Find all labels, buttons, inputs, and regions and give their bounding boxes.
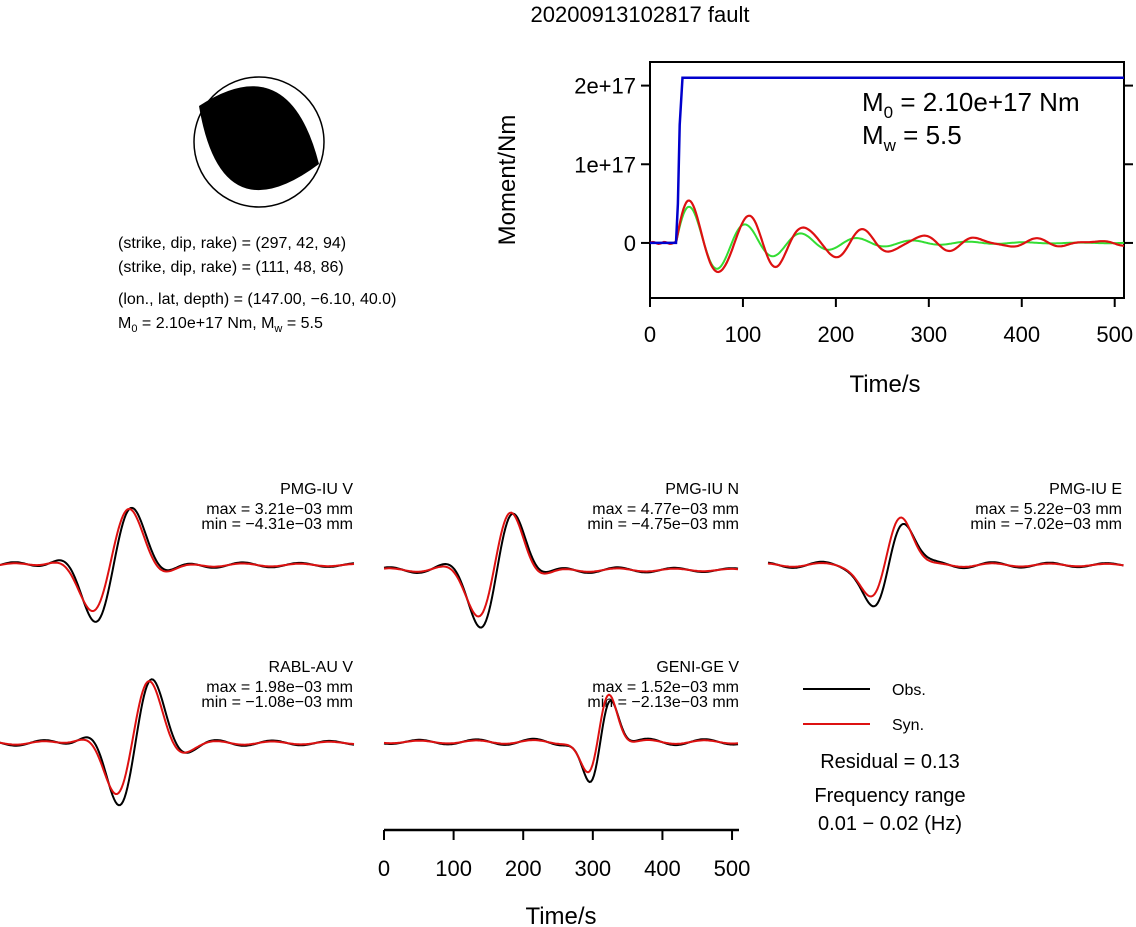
moment-chart-frame xyxy=(649,61,1125,299)
moment-xtick-label-0: 0 xyxy=(644,322,656,347)
moment-line: M0 = 2.10e+17 Nm, Mw = 5.5 xyxy=(118,315,323,335)
station-label: RABL-AU V xyxy=(269,659,354,676)
moment-xtick-label-4: 400 xyxy=(1003,322,1040,347)
moment-rate-green-line xyxy=(650,205,1124,270)
moment-xtick-label-2: 200 xyxy=(818,322,855,347)
mw-annotation: Mw = 5.5 xyxy=(862,120,962,155)
cumulative-moment-line xyxy=(650,76,1124,245)
min-label: min = −4.31e−03 mm xyxy=(201,516,353,533)
frequency-range-title: Frequency range xyxy=(814,785,965,807)
waveform-xtick-label-5: 500 xyxy=(714,856,751,881)
moment-xtick-label-1: 100 xyxy=(725,322,762,347)
moment-xtick-label-5: 500 xyxy=(1096,322,1133,347)
synthetic-trace xyxy=(383,511,739,618)
moment-rate-chart: 0 1e+17 2e+17 0 100 200 300 400 500 Moment/Nm Ti… xyxy=(494,61,1133,398)
station-label: PMG-IU E xyxy=(1049,481,1122,498)
legend: Obs. Syn. Residual = 0.13 Frequency rang… xyxy=(803,682,966,835)
waveform-xtick-label-4: 400 xyxy=(644,856,681,881)
residual-label: Residual = 0.13 xyxy=(820,751,960,773)
waveform-axis-xlabel: Time/s xyxy=(525,903,596,927)
nodal-plane-1: (strike, dip, rake) = (297, 42, 94) xyxy=(118,235,346,252)
min-label: min = −2.13e−03 mm xyxy=(587,694,739,711)
waveform-xtick-label-0: 0 xyxy=(378,856,390,881)
station-label: GENI-GE V xyxy=(656,659,739,676)
max-label: max = 1.52e−03 mm xyxy=(592,679,739,696)
moment-chart-ylabel: Moment/Nm xyxy=(494,115,521,246)
min-label: min = −7.02e−03 mm xyxy=(970,516,1122,533)
max-label: max = 4.77e−03 mm xyxy=(592,501,739,518)
waveform-xtick-label-3: 300 xyxy=(574,856,611,881)
legend-obs-label: Obs. xyxy=(892,682,926,699)
legend-syn-label: Syn. xyxy=(892,717,924,734)
moment-ytick-label-2: 2e+17 xyxy=(574,74,636,99)
frequency-range-value: 0.01 − 0.02 (Hz) xyxy=(818,813,962,835)
figure-title: 20200913102817 fault xyxy=(531,2,750,27)
moment-chart-ticks: 0 1e+17 2e+17 0 100 200 300 400 500 xyxy=(574,74,1133,347)
moment-chart-xlabel: Time/s xyxy=(849,371,920,398)
max-label: max = 5.22e−03 mm xyxy=(975,501,1122,518)
synthetic-trace xyxy=(0,680,355,795)
station-label: PMG-IU N xyxy=(665,481,739,498)
min-label: min = −4.75e−03 mm xyxy=(587,516,739,533)
min-label: min = −1.08e−03 mm xyxy=(201,694,353,711)
synthetic-trace xyxy=(767,516,1124,598)
synthetic-trace xyxy=(383,693,739,774)
location-line: (lon., lat, depth) = (147.00, −6.10, 40.… xyxy=(118,291,396,308)
moment-xtick-label-3: 300 xyxy=(910,322,947,347)
m0-annotation: M0 = 2.10e+17 Nm xyxy=(862,87,1080,122)
station-label: PMG-IU V xyxy=(280,481,353,498)
nodal-plane-2: (strike, dip, rake) = (111, 48, 86) xyxy=(118,259,344,276)
moment-ytick-label-1: 1e+17 xyxy=(574,152,636,177)
waveform-xtick-label-2: 200 xyxy=(505,856,542,881)
observed-trace xyxy=(383,699,739,784)
mechanism-info: (strike, dip, rake) = (297, 42, 94) (str… xyxy=(118,235,396,335)
beachball xyxy=(193,76,325,208)
beachball-compression-region xyxy=(199,86,319,191)
moment-rate-red-line xyxy=(649,199,1125,274)
synthetic-trace xyxy=(0,507,355,613)
waveform-x-axis: Time/s 0 100 200 300 400 500 xyxy=(378,828,751,927)
waveform-xtick-label-1: 100 xyxy=(435,856,472,881)
max-label: max = 1.98e−03 mm xyxy=(206,679,353,696)
max-label: max = 3.21e−03 mm xyxy=(206,501,353,518)
moment-ytick-label-0: 0 xyxy=(624,231,636,256)
